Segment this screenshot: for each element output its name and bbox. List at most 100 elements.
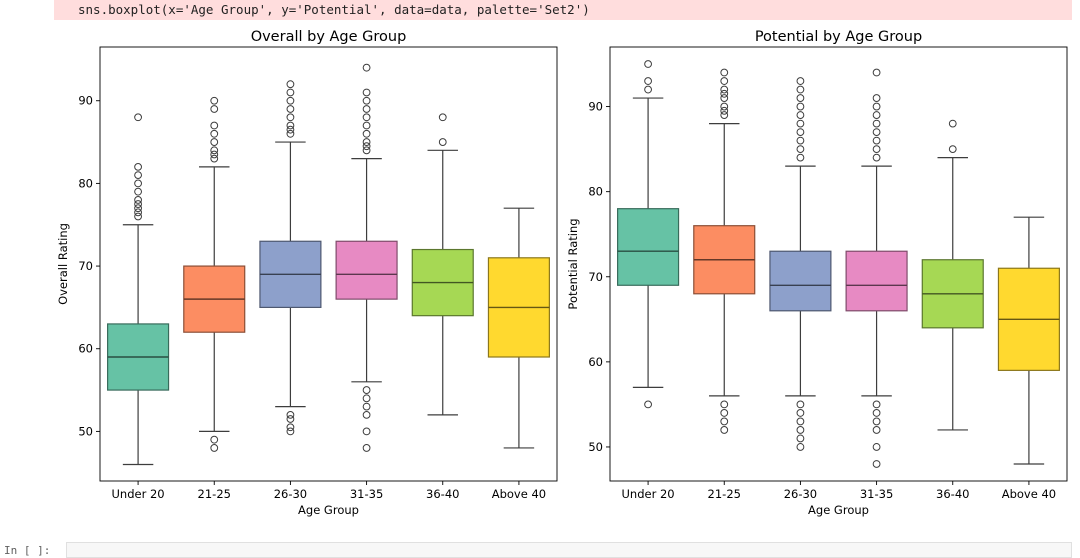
outlier-point [720, 89, 729, 98]
x-tick-label: Above 40 [1002, 487, 1056, 501]
outlier-point [872, 460, 881, 468]
outlier-point [362, 410, 371, 419]
outlier-point [210, 435, 219, 444]
boxplot-figure: Overall by Age Group 50 60 70 80 90 Overall Ra… [56, 29, 1068, 517]
outlier-point [286, 129, 295, 138]
box-36-40 [411, 113, 474, 416]
outlier-point [134, 200, 142, 208]
outlier-point [872, 128, 881, 136]
plot-frame [609, 46, 1068, 482]
outlier-point [720, 409, 729, 417]
outlier-point [210, 121, 219, 130]
outlier-point [720, 111, 729, 119]
outlier-point [872, 102, 881, 111]
outlier-point [872, 153, 881, 162]
outlier-point [362, 394, 371, 403]
y-tick-label: 50 [588, 440, 603, 454]
box-26-30 [259, 80, 322, 436]
outlier-point [362, 146, 371, 155]
x-tick-label: 31-35 [350, 487, 383, 501]
outlier-point [362, 427, 371, 436]
outlier-point [796, 102, 805, 111]
outlier-point [362, 63, 371, 72]
outlier-point [134, 204, 142, 213]
next-code-cell[interactable] [66, 542, 1072, 558]
code-line: sns.boxplot(x='Age Group', y='Potential'… [78, 2, 590, 17]
outlier-point [210, 129, 219, 138]
outlier-point [210, 138, 219, 146]
chart-title: Overall by Age Group [251, 29, 407, 45]
outlier-point [134, 179, 142, 188]
box-36-40 [921, 119, 984, 431]
box-31-35 [845, 68, 908, 468]
y-tick-label: 60 [78, 342, 93, 356]
iqr-box [617, 208, 680, 286]
outlier-point [362, 444, 371, 452]
potential-boxplot-panel: Potential by Age Group 50 60 70 80 90 Potentia… [566, 29, 1068, 517]
outlier-point [796, 111, 805, 119]
outlier-point [796, 426, 805, 434]
outlier-point [210, 146, 219, 155]
outlier-point [796, 94, 805, 102]
outlier-point [286, 415, 295, 423]
outlier-point [872, 417, 881, 426]
outlier-point [796, 119, 805, 128]
y-tick-label: 80 [588, 185, 603, 199]
outlier-point [286, 80, 295, 89]
outlier-point [210, 150, 219, 159]
box-21-25 [183, 96, 246, 452]
outlier-point [362, 121, 371, 130]
y-tick-label: 80 [78, 176, 93, 190]
outlier-point [286, 113, 295, 122]
outlier-point [362, 142, 371, 151]
outlier-point [362, 386, 371, 394]
x-tick-label: 31-35 [860, 487, 893, 501]
outlier-point [134, 162, 142, 171]
outlier-point [872, 136, 881, 145]
outlier-point [362, 138, 371, 146]
outlier-point [438, 138, 447, 146]
outlier-point [134, 113, 142, 122]
outlier-point [948, 119, 957, 128]
outlier-point [872, 94, 881, 102]
outlier-point [796, 443, 805, 451]
x-tick-label: 36-40 [426, 487, 459, 501]
outlier-point [134, 212, 142, 221]
box-above-40 [487, 207, 550, 449]
outlier-point [796, 136, 805, 145]
y-axis-label: Overall Rating [56, 223, 70, 305]
outlier-point [134, 171, 142, 180]
outlier-point [872, 145, 881, 154]
outlier-point [720, 102, 729, 111]
x-tick-label: 36-40 [936, 487, 969, 501]
outlier-point [872, 111, 881, 119]
outlier-point [720, 68, 729, 77]
outlier-point [134, 208, 142, 217]
iqr-box [769, 250, 832, 312]
y-tick-label: 50 [78, 424, 93, 438]
outlier-point [796, 434, 805, 443]
outlier-point [872, 443, 881, 451]
outlier-point [948, 145, 957, 154]
outlier-point [286, 96, 295, 105]
outlier-point [362, 88, 371, 97]
outlier-point [872, 400, 881, 409]
box-26-30 [769, 77, 832, 451]
x-axis-label: Age Group [298, 503, 359, 517]
outlier-point [796, 85, 805, 94]
outlier-point [720, 77, 729, 85]
iqr-box [335, 240, 398, 300]
x-tick-label: 26-30 [784, 487, 817, 501]
x-tick-label: 21-25 [198, 487, 231, 501]
outlier-point [872, 68, 881, 77]
outlier-point [872, 119, 881, 128]
outlier-point [720, 94, 729, 102]
y-tick-label: 90 [78, 94, 93, 108]
outlier-point [720, 400, 729, 409]
outlier-point [796, 400, 805, 409]
x-tick-label: 21-25 [708, 487, 741, 501]
outlier-point [796, 409, 805, 417]
y-tick-label: 70 [78, 259, 93, 273]
outlier-point [720, 85, 729, 94]
outlier-point [438, 113, 447, 122]
